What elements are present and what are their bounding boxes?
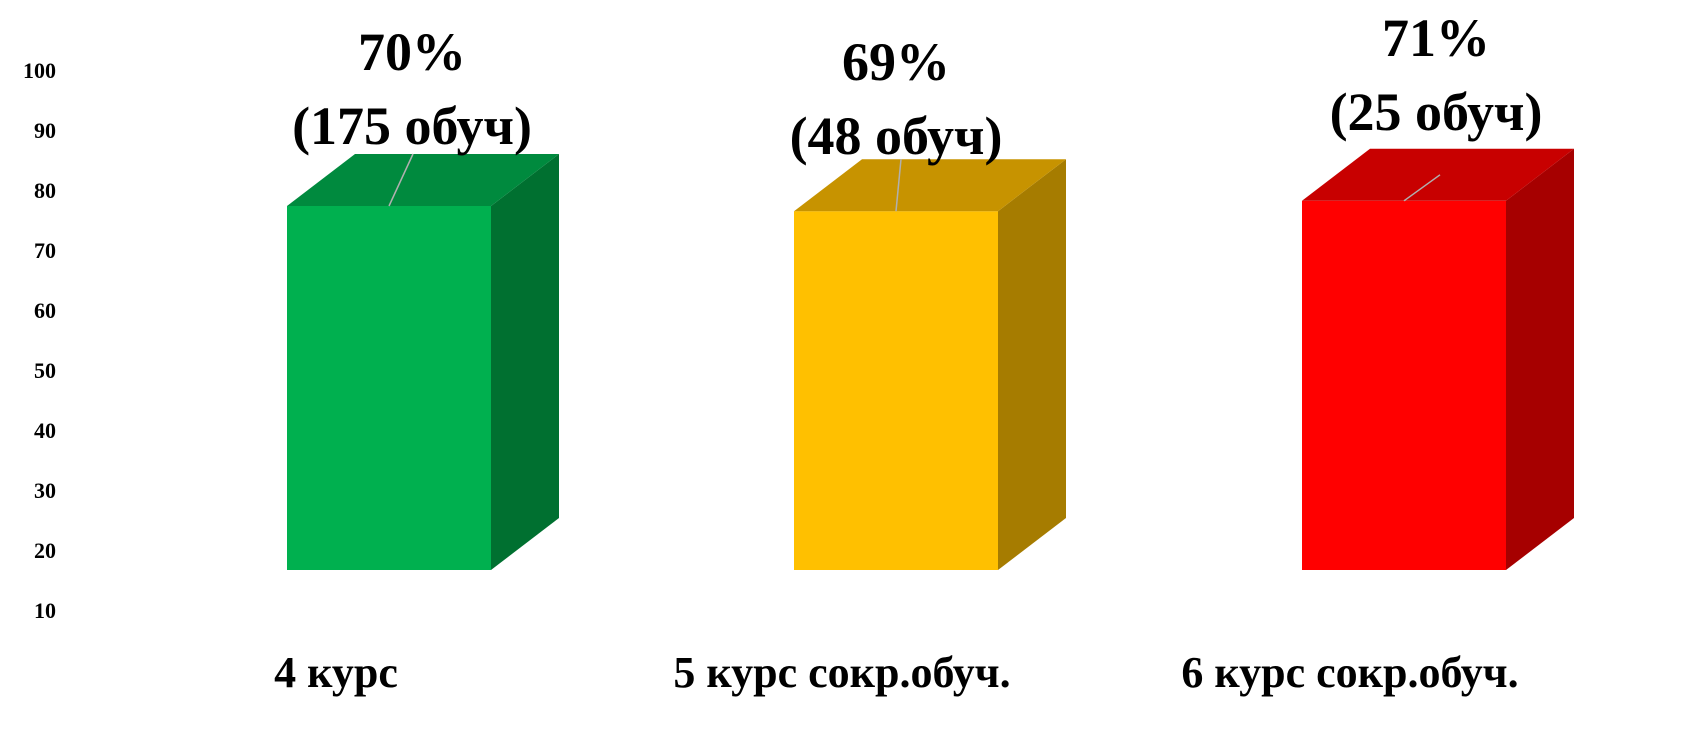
y-tick-label: 70 xyxy=(34,238,56,263)
y-tick-label: 10 xyxy=(34,598,56,623)
bar-side xyxy=(998,159,1066,570)
y-axis: 100 90 80 70 60 50 40 30 20 10 xyxy=(23,58,56,623)
bar-top xyxy=(794,159,1066,212)
data-label-count: (175 обуч) xyxy=(292,96,532,156)
y-tick-label: 80 xyxy=(34,178,56,203)
data-label-count: (48 обуч) xyxy=(790,106,1003,166)
bar xyxy=(1302,148,1574,571)
bar xyxy=(287,153,559,570)
bar-front xyxy=(1302,200,1506,571)
bar-side xyxy=(1506,148,1574,571)
data-label-percent: 69% xyxy=(842,32,950,92)
category-label: 5 курс сокр.обуч. xyxy=(673,648,1010,697)
y-tick-label: 50 xyxy=(34,358,56,383)
bar xyxy=(794,159,1066,570)
bar-front xyxy=(287,206,491,570)
y-tick-label: 30 xyxy=(34,478,56,503)
y-tick-label: 100 xyxy=(23,58,56,83)
data-labels: 70% (175 обуч) 69% (48 обуч) 71% (25 обуч) xyxy=(292,8,1542,166)
y-tick-label: 40 xyxy=(34,418,56,443)
bar-top xyxy=(1302,148,1574,201)
category-label: 6 курс сокр.обуч. xyxy=(1181,648,1518,697)
category-label: 4 курс xyxy=(274,648,398,697)
bars xyxy=(287,148,1574,571)
category-labels: 4 курс 5 курс сокр.обуч. 6 курс сокр.обуч. xyxy=(274,648,1518,697)
y-tick-label: 20 xyxy=(34,538,56,563)
y-tick-label: 90 xyxy=(34,118,56,143)
data-label-percent: 71% xyxy=(1382,8,1490,68)
bar-front xyxy=(794,211,998,570)
leader-line xyxy=(895,159,902,212)
data-label-percent: 70% xyxy=(358,22,466,82)
bar-top xyxy=(287,154,559,206)
leader-line xyxy=(1403,174,1441,202)
leader-line xyxy=(388,153,414,207)
bar-side xyxy=(491,154,559,570)
y-tick-label: 60 xyxy=(34,298,56,323)
data-label-count: (25 обуч) xyxy=(1330,82,1543,142)
